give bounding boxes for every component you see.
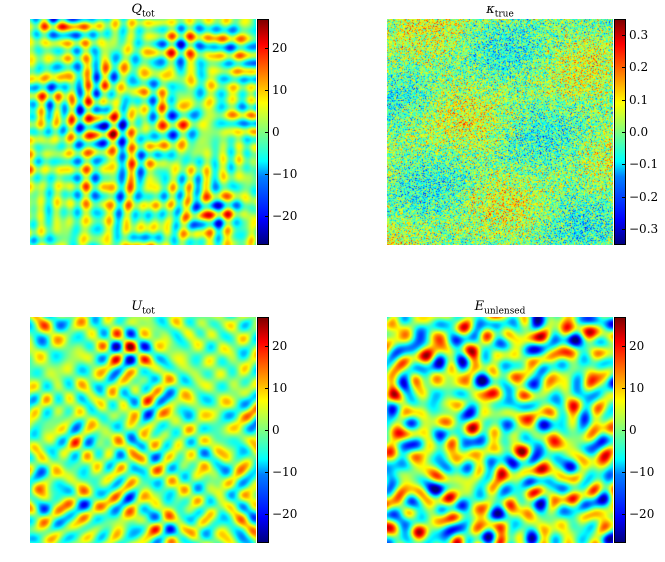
colorbar-tick-label: −10 bbox=[629, 465, 655, 479]
chart-title: Utot bbox=[30, 299, 256, 317]
colorbar-tick-mark bbox=[265, 90, 269, 91]
colorbar-tick-mark bbox=[265, 472, 269, 473]
colorbar-tick-mark bbox=[622, 67, 626, 68]
colorbar-tick-mark bbox=[622, 164, 626, 165]
colorbar-tick-mark bbox=[622, 388, 626, 389]
colorbar-tick-label: 10 bbox=[272, 381, 288, 395]
colorbar-tick-label: −20 bbox=[272, 209, 298, 223]
colorbar-tick-label: −10 bbox=[272, 167, 298, 181]
chart-title: κtrue bbox=[387, 2, 613, 20]
colorbar-tick-label: 10 bbox=[629, 381, 645, 395]
colorbar-tick-mark bbox=[265, 388, 269, 389]
colorbar-tick-label: 20 bbox=[629, 339, 645, 353]
colorbar-tick-label: 0 bbox=[629, 423, 637, 437]
title-subscript: unlensed bbox=[484, 306, 526, 317]
colorbar-tick-label: 0 bbox=[272, 125, 280, 139]
colorbar-tick-label: −20 bbox=[272, 507, 298, 521]
colorbar-tick-mark bbox=[265, 430, 269, 431]
colorbar-tick-label: 0 bbox=[272, 423, 280, 437]
colorbar-tick-mark bbox=[622, 514, 626, 515]
heatmap bbox=[30, 317, 256, 543]
colorbar-tick-label: 20 bbox=[272, 41, 288, 55]
heatmap bbox=[30, 19, 256, 245]
colorbar-tick-label: 0.0 bbox=[629, 125, 649, 139]
title-subscript: true bbox=[494, 9, 514, 20]
colorbar-tick-mark bbox=[622, 472, 626, 473]
colorbar-tick-label: −10 bbox=[272, 465, 298, 479]
chart-title: Qtot bbox=[30, 2, 256, 20]
colorbar-tick-mark bbox=[622, 100, 626, 101]
colorbar-tick-mark bbox=[265, 346, 269, 347]
colorbar-tick-mark bbox=[265, 48, 269, 49]
title-subscript: tot bbox=[142, 9, 155, 20]
title-main: E bbox=[474, 299, 485, 314]
colorbar-tick-label: −0.1 bbox=[629, 157, 659, 171]
colorbar-tick-mark bbox=[265, 216, 269, 217]
colorbar-tick-mark bbox=[622, 132, 626, 133]
heatmap bbox=[387, 19, 613, 245]
title-main: Q bbox=[131, 2, 142, 17]
colorbar-tick-mark bbox=[622, 35, 626, 36]
colorbar-tick-label: 0.2 bbox=[629, 60, 649, 74]
colorbar-tick-label: −0.2 bbox=[629, 190, 659, 204]
colorbar-tick-mark bbox=[622, 197, 626, 198]
title-main: U bbox=[131, 299, 143, 314]
title-subscript: tot bbox=[142, 306, 155, 317]
colorbar-tick-label: −0.3 bbox=[629, 222, 659, 236]
colorbar-tick-mark bbox=[622, 346, 626, 347]
colorbar-tick-label: 20 bbox=[272, 339, 288, 353]
colorbar-tick-label: 0.1 bbox=[629, 93, 649, 107]
title-main: κ bbox=[486, 2, 495, 17]
colorbar-tick-mark bbox=[622, 430, 626, 431]
colorbar-tick-mark bbox=[265, 514, 269, 515]
colorbar-tick-mark bbox=[265, 174, 269, 175]
colorbar-tick-label: 0.3 bbox=[629, 28, 649, 42]
colorbar-tick-label: −20 bbox=[629, 507, 655, 521]
colorbar-tick-label: 10 bbox=[272, 83, 288, 97]
chart-title: Eunlensed bbox=[387, 299, 613, 317]
heatmap bbox=[387, 317, 613, 543]
colorbar-tick-mark bbox=[622, 229, 626, 230]
colorbar-tick-mark bbox=[265, 132, 269, 133]
